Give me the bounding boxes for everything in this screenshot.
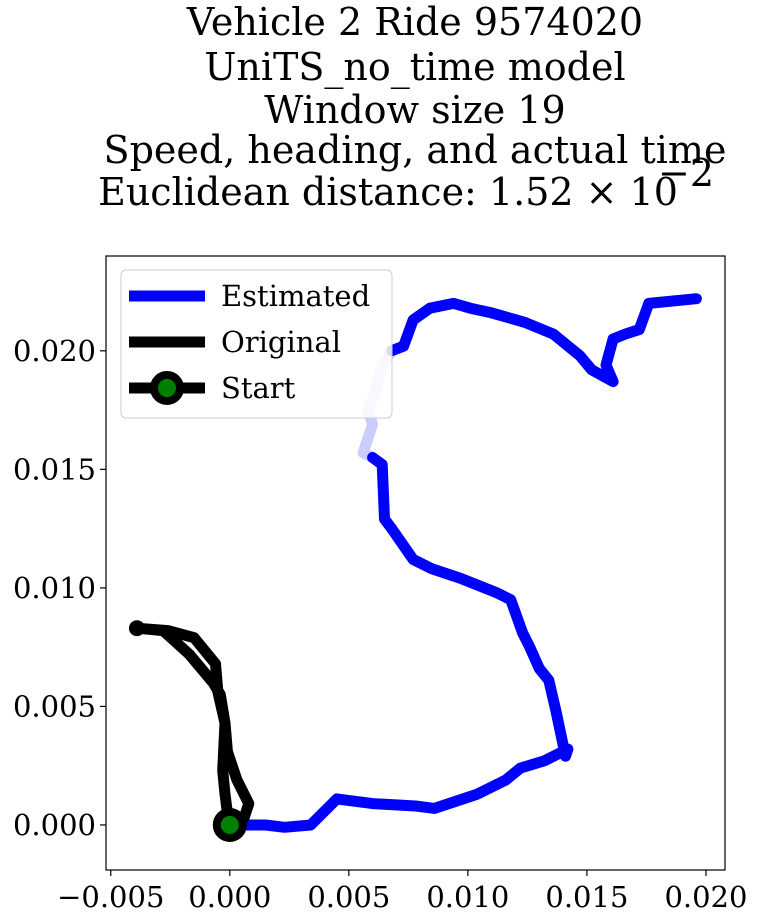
plot-area [105, 255, 726, 871]
x-tick-label: 0.005 [307, 880, 390, 914]
x-tick-label: 0.015 [545, 880, 628, 914]
y-tick-label: 0.020 [13, 334, 96, 368]
original-series-line [131, 622, 255, 831]
y-tick-label: 0.015 [13, 452, 96, 486]
x-tick-label: −0.005 [57, 880, 164, 914]
legend: Estimated Original Start [120, 269, 393, 419]
title-line-2: UniTS_no_time model [204, 45, 625, 90]
y-tick-label: 0.005 [13, 689, 96, 723]
original-series-turnpoint [128, 620, 145, 637]
y-tick-label: 0.000 [13, 808, 96, 842]
chart-title: Vehicle 2 Ride 9574020 UniTS_no_time mod… [98, 0, 726, 214]
x-tick-label: 0.020 [664, 880, 747, 914]
x-tick-label: 0.000 [188, 880, 271, 914]
title-line-3: Window size 19 [264, 88, 565, 132]
title-line-4: Speed, heading, and actual time [104, 128, 727, 172]
legend-label-estimated: Estimated [221, 279, 370, 313]
plot-frame [105, 255, 726, 871]
estimated-series-line [386, 293, 702, 388]
title-line-1: Vehicle 2 Ride 9574020 [186, 0, 643, 44]
legend-start-marker [150, 371, 184, 405]
y-tick-label: 0.010 [13, 571, 96, 605]
title-line-5-exponent: −2 [658, 151, 714, 195]
y-axis: 0.000 0.005 0.010 0.015 0.020 [13, 334, 106, 842]
legend-label-original: Original [221, 325, 341, 359]
series-layer [128, 293, 702, 842]
x-axis: −0.005 0.000 0.005 0.010 0.015 0.020 [57, 870, 747, 914]
x-tick-label: 0.010 [426, 880, 509, 914]
start-marker [212, 807, 247, 842]
estimated-series-line [224, 452, 574, 833]
legend-box [120, 269, 393, 419]
title-line-5: Euclidean distance: 1.52 × 10 [98, 170, 678, 214]
legend-label-start: Start [221, 371, 296, 405]
